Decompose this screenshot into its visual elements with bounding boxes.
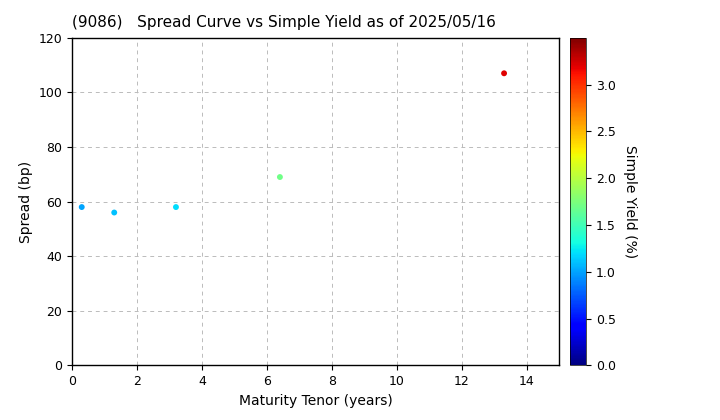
Point	[274, 174, 286, 181]
Point	[76, 204, 88, 210]
X-axis label: Maturity Tenor (years): Maturity Tenor (years)	[239, 394, 392, 408]
Y-axis label: Spread (bp): Spread (bp)	[19, 160, 33, 243]
Text: (9086)   Spread Curve vs Simple Yield as of 2025/05/16: (9086) Spread Curve vs Simple Yield as o…	[72, 15, 496, 30]
Point	[170, 204, 181, 210]
Point	[109, 209, 120, 216]
Point	[498, 70, 510, 76]
Y-axis label: Simple Yield (%): Simple Yield (%)	[623, 145, 636, 258]
